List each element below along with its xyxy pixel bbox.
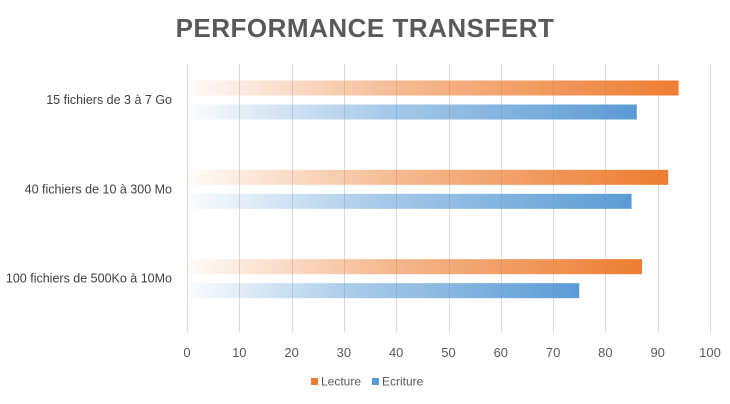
legend-swatch-lecture — [311, 378, 318, 385]
bar-lecture-2 — [188, 169, 669, 185]
bars — [188, 80, 679, 299]
x-tick-label: 20 — [284, 345, 298, 360]
x-tick-label: 80 — [598, 345, 612, 360]
x-tick-label: 50 — [441, 345, 455, 360]
x-tick-label: 40 — [389, 345, 403, 360]
x-axis-ticks: 0 10 20 30 40 50 60 70 80 90 100 — [183, 345, 720, 360]
x-tick-label: 30 — [337, 345, 351, 360]
legend: Lecture Ecriture — [311, 375, 424, 389]
bar-ecriture-1 — [188, 104, 637, 120]
x-tick-label: 70 — [546, 345, 560, 360]
legend-swatch-ecriture — [372, 378, 379, 385]
category-label: 40 fichiers de 10 à 300 Mo — [25, 182, 172, 196]
x-tick-label: 10 — [232, 345, 246, 360]
legend-label-ecriture: Ecriture — [382, 375, 424, 389]
bar-ecriture-2 — [188, 193, 632, 209]
x-tick-label: 90 — [650, 345, 664, 360]
category-labels: 15 fichiers de 3 à 7 Go 40 fichiers de 10… — [6, 93, 172, 286]
bar-lecture-3 — [188, 259, 643, 275]
legend-label-lecture: Lecture — [321, 375, 361, 389]
category-label: 100 fichiers de 500Ko à 10Mo — [6, 272, 172, 286]
x-tick-label: 100 — [699, 345, 721, 360]
x-tick-label: 0 — [183, 345, 190, 360]
bar-lecture-1 — [188, 80, 679, 96]
x-tick-label: 60 — [494, 345, 508, 360]
bar-ecriture-3 — [188, 283, 580, 299]
category-label: 15 fichiers de 3 à 7 Go — [46, 93, 172, 107]
chart-title: PERFORMANCE TRANSFERT — [176, 13, 555, 43]
